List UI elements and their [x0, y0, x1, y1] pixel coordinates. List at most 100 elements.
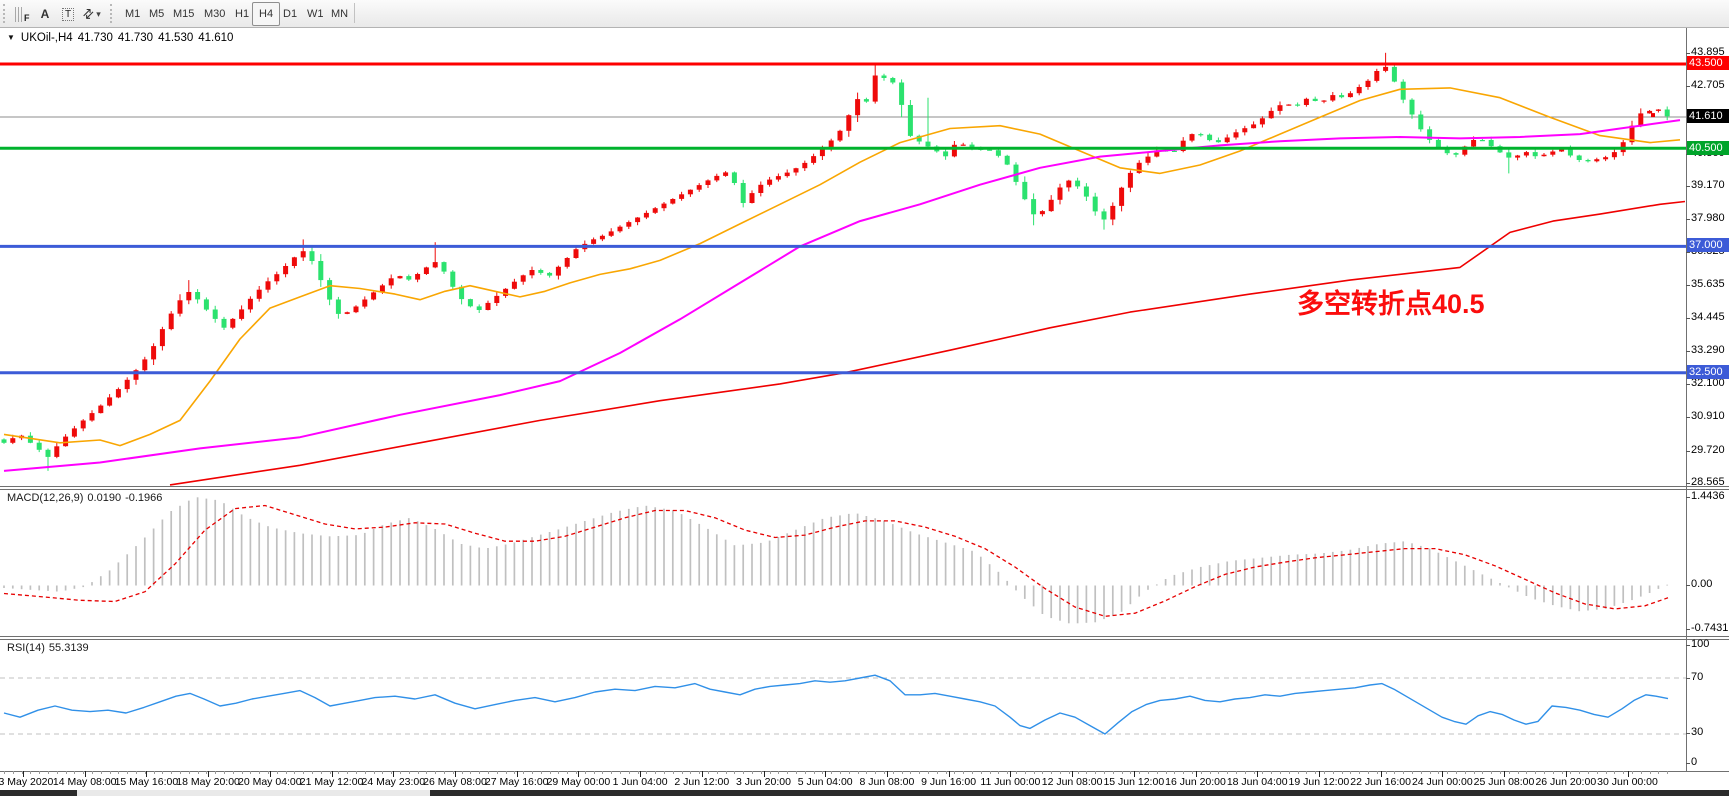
time-minor-tick: [796, 771, 797, 774]
time-minor-tick: [144, 771, 146, 774]
time-minor-tick: [892, 771, 894, 774]
price-badge-40.500: 40.500: [1687, 141, 1729, 155]
time-minor-tick: [180, 771, 181, 774]
time-label-tick: [578, 771, 580, 777]
time-minor-tick: [576, 771, 577, 774]
rsi-tick: [1686, 763, 1690, 764]
time-minor-tick: [1148, 771, 1149, 774]
time-minor-tick: [778, 771, 780, 774]
time-minor-tick: [206, 771, 208, 774]
time-minor-tick: [1024, 771, 1026, 774]
time-minor-tick: [857, 771, 859, 774]
time-label: 18 May 20:00: [176, 776, 240, 788]
time-minor-tick: [1667, 771, 1669, 774]
cursor-mode-icon[interactable]: ⇄ ▾: [78, 2, 106, 26]
time-minor-tick: [1341, 771, 1343, 774]
timeframe-button-h1[interactable]: H1: [235, 8, 250, 20]
timeframe-button-m30[interactable]: M30: [204, 8, 226, 20]
timeframe-button-d1[interactable]: D1: [283, 8, 298, 20]
pane-separator-2b: [0, 639, 1729, 640]
price-axis-label: 37.980: [1691, 212, 1725, 224]
time-minor-tick: [364, 771, 366, 774]
time-minor-tick: [655, 771, 657, 774]
main-price-pane[interactable]: [0, 28, 1686, 487]
time-label: 15 Jun 12:00: [1103, 776, 1165, 788]
time-label-tick: [1504, 771, 1505, 777]
time-minor-tick: [1429, 771, 1431, 774]
time-label: 20 May 04:00: [237, 776, 302, 788]
time-minor-tick: [1156, 771, 1158, 774]
time-minor-tick: [259, 771, 261, 774]
pane-separator-1[interactable]: [0, 486, 1729, 487]
text-box-t-icon[interactable]: T: [54, 2, 82, 26]
timeframe-button-h4[interactable]: H4: [252, 2, 281, 26]
price-axis-label: 34.445: [1691, 311, 1725, 323]
time-minor-tick: [4, 771, 5, 774]
timeframe-button-m1[interactable]: M1: [125, 8, 141, 20]
ma-fast-line: [3, 87, 1681, 447]
price-axis-label: 42.705: [1691, 79, 1725, 91]
time-minor-tick: [1456, 771, 1457, 774]
time-minor-tick: [400, 771, 401, 774]
timeframe-button-mn[interactable]: MN: [331, 8, 349, 20]
rsi-pane[interactable]: [0, 640, 1686, 771]
line-studies-f-icon[interactable]: F: [8, 2, 36, 26]
time-minor-tick: [664, 771, 665, 774]
time-minor-tick: [338, 771, 340, 774]
time-label: 27 May 16:00: [484, 776, 549, 788]
time-minor-tick: [936, 771, 938, 774]
time-label-tick: [393, 771, 395, 777]
time-label: 11 Jun 00:00: [980, 776, 1041, 788]
time-minor-tick: [92, 771, 93, 774]
time-minor-tick: [127, 771, 129, 774]
time-label-tick: [763, 771, 765, 777]
time-label-tick: [23, 771, 24, 777]
time-label-tick: [886, 771, 888, 777]
timeframe-button-m15[interactable]: M15: [173, 8, 195, 20]
time-minor-tick: [1544, 771, 1545, 774]
time-minor-tick: [1561, 771, 1563, 774]
price-axis-label: 43.895: [1691, 46, 1725, 58]
time-minor-tick: [1508, 771, 1510, 774]
time-minor-tick: [118, 771, 120, 774]
time-label-tick: [331, 771, 333, 777]
time-minor-tick: [1060, 771, 1061, 774]
time-minor-tick: [444, 771, 445, 774]
collapse-triangle-icon[interactable]: ▼: [7, 33, 15, 42]
macd-pane[interactable]: [0, 490, 1686, 636]
time-minor-tick: [602, 771, 604, 774]
time-minor-tick: [488, 771, 489, 774]
time-minor-tick: [39, 771, 41, 774]
price-badge-37.000: 37.000: [1687, 238, 1729, 252]
timeframe-button-w1[interactable]: W1: [307, 8, 324, 20]
time-minor-tick: [136, 771, 137, 774]
price-tick: [1686, 351, 1690, 352]
time-label: 24 May 23:00: [361, 776, 426, 788]
time-minor-tick: [928, 771, 929, 774]
time-minor-tick: [1482, 771, 1484, 774]
time-minor-tick: [743, 771, 745, 774]
time-minor-tick: [356, 771, 357, 774]
toolbar-grip-2[interactable]: [110, 4, 115, 23]
time-minor-tick: [620, 771, 621, 774]
price-badge-32.500: 32.500: [1687, 365, 1729, 379]
time-label-tick: [146, 771, 148, 777]
text-label-a-icon[interactable]: A: [31, 2, 59, 26]
time-label: 16 Jun 20:00: [1165, 776, 1226, 788]
time-minor-tick: [232, 771, 234, 774]
time-minor-tick: [1165, 771, 1167, 774]
time-minor-tick: [1394, 771, 1396, 774]
time-minor-tick: [646, 771, 648, 774]
time-minor-tick: [1288, 771, 1290, 774]
time-minor-tick: [1095, 771, 1097, 774]
toolbar-grip[interactable]: [3, 4, 8, 23]
price-tick: [1686, 384, 1690, 385]
time-minor-tick: [417, 771, 419, 774]
time-minor-tick: [1280, 771, 1281, 774]
pane-separator-2[interactable]: [0, 636, 1729, 637]
timeframe-button-m5[interactable]: M5: [149, 8, 165, 20]
time-minor-tick: [1033, 771, 1035, 774]
t-letter: T: [61, 7, 75, 21]
time-minor-tick: [822, 771, 824, 774]
